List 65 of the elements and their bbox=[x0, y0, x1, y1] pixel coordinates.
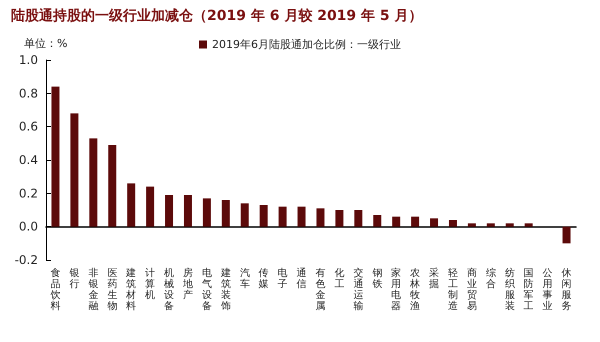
bar bbox=[89, 138, 98, 227]
bar bbox=[260, 205, 268, 227]
x-tick-label: 家用电器 bbox=[391, 267, 402, 312]
x-tick-label: 商业贸易 bbox=[466, 267, 477, 312]
x-tick-label: 银行 bbox=[68, 268, 80, 290]
x-tick-label: 食品饮料 bbox=[49, 267, 60, 312]
y-tick-label: 0.4 bbox=[18, 153, 38, 167]
y-tick-label: 0.6 bbox=[18, 120, 38, 134]
x-tick-label: 国防军工 bbox=[524, 268, 534, 312]
x-tick-label: 化工 bbox=[334, 267, 344, 290]
bar bbox=[562, 226, 571, 244]
x-tick-label: 建筑材料 bbox=[125, 267, 136, 312]
y-axis-title: 单位：% bbox=[24, 37, 68, 50]
y-tick-label: -0.2 bbox=[14, 253, 38, 267]
bar bbox=[127, 183, 136, 227]
bar bbox=[411, 216, 420, 227]
x-tick-label: 电气设备 bbox=[202, 267, 212, 312]
x-tick-label: 通信 bbox=[296, 267, 307, 290]
bar bbox=[222, 200, 230, 227]
bar bbox=[486, 223, 495, 227]
x-tick-label: 房地产 bbox=[182, 267, 193, 301]
bar bbox=[506, 223, 514, 227]
x-tick-label: 计算机 bbox=[145, 267, 156, 301]
x-tick-label: 钢铁 bbox=[371, 268, 382, 290]
x-tick-label: 轻工制造 bbox=[448, 267, 458, 312]
bar bbox=[354, 210, 362, 227]
bar bbox=[108, 145, 116, 227]
bar bbox=[335, 210, 344, 227]
x-tick-label: 纺织服装 bbox=[504, 267, 515, 312]
bar bbox=[524, 223, 533, 227]
y-tick-label: 0.0 bbox=[18, 220, 38, 234]
x-tick-label: 交通运输 bbox=[353, 267, 364, 312]
bar bbox=[202, 198, 211, 227]
bar bbox=[146, 186, 154, 227]
bar bbox=[430, 218, 438, 227]
bar bbox=[373, 215, 382, 227]
legend-label: 2019年6月陆股通加仓比例：一级行业 bbox=[212, 38, 402, 51]
bar bbox=[278, 206, 287, 227]
bar bbox=[316, 208, 324, 227]
bar bbox=[184, 195, 192, 227]
bar bbox=[51, 86, 60, 227]
bar bbox=[240, 203, 249, 227]
bar bbox=[165, 195, 174, 227]
bar bbox=[392, 216, 400, 227]
x-tick-label: 电子 bbox=[278, 267, 288, 290]
x-tick-label: 公用事业 bbox=[542, 267, 553, 312]
x-tick-label: 休闲服务 bbox=[562, 268, 572, 312]
bar bbox=[298, 206, 306, 227]
x-tick-label: 采掘 bbox=[429, 267, 440, 290]
y-tick-label: 0.2 bbox=[18, 186, 38, 200]
bar bbox=[448, 220, 457, 227]
x-tick-label: 有色金属 bbox=[315, 267, 326, 312]
x-tick-label: 汽车 bbox=[240, 267, 250, 290]
y-tick-label: 0.8 bbox=[18, 86, 38, 100]
bar bbox=[468, 223, 476, 227]
y-tick-label: 1.0 bbox=[18, 53, 38, 67]
x-tick-label: 农林牧渔 bbox=[409, 268, 420, 312]
x-tick-label: 综合 bbox=[486, 267, 496, 290]
x-tick-label: 非银金融 bbox=[87, 267, 98, 312]
x-tick-label: 建筑装饰 bbox=[220, 267, 231, 312]
x-tick-label: 医药生物 bbox=[107, 268, 118, 312]
x-tick-label: 机械设备 bbox=[164, 267, 174, 312]
chart-title: 陆股通持股的一级行业加减仓（2019 年 6 月较 2019 年 5 月） bbox=[11, 7, 423, 24]
bar bbox=[70, 113, 78, 227]
x-tick-label: 传媒 bbox=[258, 268, 269, 290]
